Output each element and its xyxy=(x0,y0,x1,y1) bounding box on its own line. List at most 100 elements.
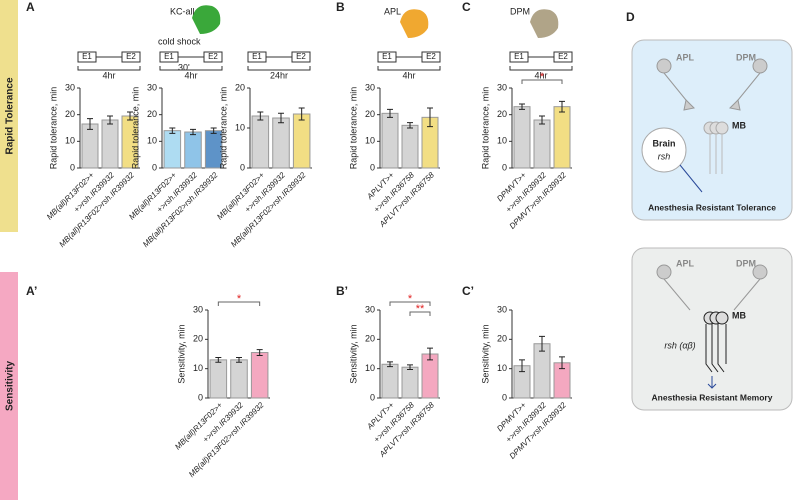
interval-label: 4hr xyxy=(402,70,415,80)
error-bar xyxy=(427,347,433,361)
error-bar xyxy=(236,357,242,363)
interval-bracket xyxy=(77,66,141,71)
protocol-label: E2 xyxy=(296,52,306,61)
y-tick-label: 30 xyxy=(365,82,375,92)
bar xyxy=(381,112,399,169)
y-axis-label: Rapid tolerance, min xyxy=(348,87,358,170)
mb-cell xyxy=(715,311,729,325)
bar xyxy=(381,363,399,399)
protocol-label: E2 xyxy=(208,52,218,61)
bar xyxy=(553,106,571,169)
y-tick-label: 0 xyxy=(370,162,375,172)
diagram-label: rsh (αβ) xyxy=(664,340,695,350)
y-tick-label: 30 xyxy=(497,304,507,314)
panel-label: A xyxy=(26,0,35,14)
error-bar xyxy=(107,115,113,125)
protocol-label: 30' xyxy=(178,62,190,72)
bar xyxy=(230,359,248,399)
interval-label: 4hr xyxy=(102,70,115,80)
bar xyxy=(163,130,182,169)
bracket xyxy=(409,311,431,316)
mb-lobe xyxy=(709,134,723,174)
error-bar xyxy=(559,100,565,113)
y-axis-label: Sensitivity, min xyxy=(348,324,358,383)
error-bar xyxy=(169,127,176,134)
protocol-label: cold shock xyxy=(158,36,201,46)
error-bar xyxy=(519,359,525,373)
y-axis-label: Rapid tolerance, min xyxy=(480,87,490,170)
protocol-label: E1 xyxy=(82,52,92,61)
bar xyxy=(401,124,419,169)
y-tick-label: 20 xyxy=(193,334,203,344)
icon xyxy=(400,9,429,38)
neuron xyxy=(656,264,672,280)
bar xyxy=(81,123,99,169)
diagram-caption: Anesthesia Resistant Memory xyxy=(652,392,773,402)
icon-label: KC-all xyxy=(170,6,195,16)
y-tick-label: 0 xyxy=(152,162,157,172)
error-bar xyxy=(210,127,217,134)
interval-bracket xyxy=(509,66,573,71)
bar xyxy=(533,343,551,399)
protocol-label: E2 xyxy=(126,52,136,61)
significance: * xyxy=(237,293,242,305)
bar xyxy=(533,119,551,169)
significance: * xyxy=(540,71,545,83)
bar xyxy=(292,113,311,169)
interval-label: 24hr xyxy=(270,70,288,80)
y-tick-label: 10 xyxy=(147,136,157,146)
error-bar xyxy=(519,103,525,110)
y-tick-label: 20 xyxy=(365,334,375,344)
y-tick-label: 30 xyxy=(365,304,375,314)
arrow xyxy=(679,164,703,193)
bracket xyxy=(521,79,563,84)
significance: * xyxy=(408,293,413,305)
diagram-label: APL xyxy=(676,52,695,62)
brain xyxy=(641,127,687,173)
neuron xyxy=(656,58,672,74)
bracket xyxy=(217,301,261,306)
bar xyxy=(250,352,269,399)
protocol-label: E2 xyxy=(426,52,436,61)
interval-bracket xyxy=(247,66,311,71)
arrow xyxy=(707,376,717,389)
y-tick-label: 30 xyxy=(193,304,203,314)
bar xyxy=(184,131,202,169)
bar xyxy=(513,106,531,169)
y-tick-label: 10 xyxy=(365,136,375,146)
y-tick-label: 30 xyxy=(497,82,507,92)
protocol-label: E1 xyxy=(252,52,262,61)
significance: ** xyxy=(416,303,425,315)
bracket xyxy=(389,301,431,306)
side-label: Rapid Tolerance xyxy=(5,77,16,154)
y-tick-label: 20 xyxy=(497,109,507,119)
y-tick-label: 10 xyxy=(365,363,375,373)
diagram-label: MB xyxy=(732,120,746,130)
error-bar xyxy=(87,118,93,130)
y-tick-label: 0 xyxy=(240,162,245,172)
error-bar xyxy=(407,122,413,129)
y-tick-label: 30 xyxy=(147,82,157,92)
bar xyxy=(421,353,439,399)
protocol-label: E1 xyxy=(164,52,174,61)
error-bar xyxy=(407,364,413,371)
side-band xyxy=(0,272,18,500)
y-tick-label: 10 xyxy=(497,363,507,373)
mb-lobe xyxy=(705,324,727,373)
panel-label: A’ xyxy=(26,284,37,298)
y-tick-label: 30 xyxy=(65,82,75,92)
y-tick-label: 10 xyxy=(193,363,203,373)
error-bar xyxy=(127,111,133,121)
icon-label: APL xyxy=(384,6,401,16)
y-tick-label: 20 xyxy=(147,109,157,119)
error-bar xyxy=(190,128,196,136)
mb-cell xyxy=(715,121,729,135)
y-tick-label: 20 xyxy=(365,109,375,119)
y-tick-label: 0 xyxy=(198,392,203,402)
synapse xyxy=(683,98,741,111)
y-tick-label: 20 xyxy=(497,334,507,344)
diagram-label: DPM xyxy=(736,258,756,268)
y-tick-label: 20 xyxy=(65,109,75,119)
diagram-label: Brain xyxy=(652,138,675,148)
